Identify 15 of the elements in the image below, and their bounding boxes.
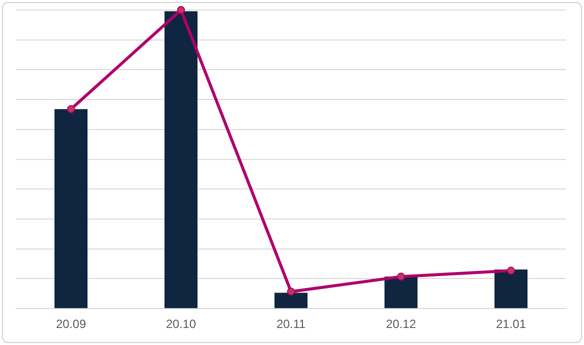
bar [494,269,528,308]
point [507,266,515,275]
x-tick-label: 20.10 [166,317,196,332]
bar [384,276,418,308]
point [397,272,405,281]
x-tick-label: 20.11 [276,317,306,332]
bar [164,11,198,308]
x-tick-label: 20.12 [386,317,416,332]
x-tick-label: 20.09 [56,317,86,332]
point [177,6,185,14]
bar [54,109,88,308]
point [67,105,75,114]
point [287,288,295,296]
x-tick-label: 21.01 [496,317,526,332]
bar [274,292,308,308]
